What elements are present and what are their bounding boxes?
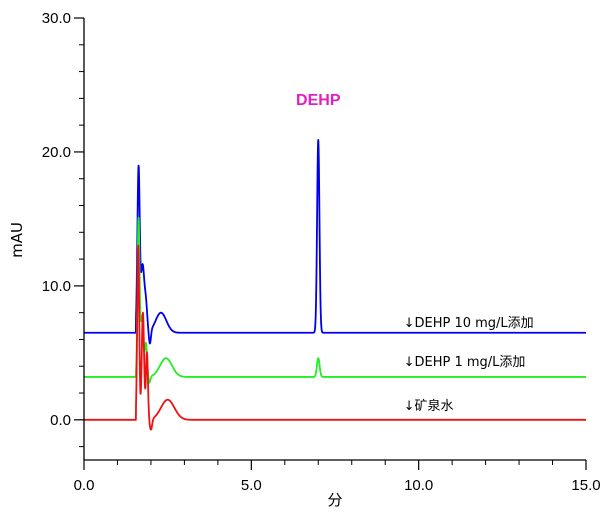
series-layer (83, 138, 587, 431)
y-axis-label: mAU (8, 222, 26, 258)
series-annotation-1: ↓DEHP 10 mg/L添加 (404, 316, 534, 331)
series-line-3 (83, 244, 587, 431)
series-line-2 (83, 216, 587, 384)
y-tick-label: 0.0 (50, 412, 71, 429)
y-tick-label: 30.0 (42, 10, 71, 27)
series-annotation-2: ↓DEHP 1 mg/L添加 (404, 355, 526, 370)
series-annotation-3: ↓矿泉水 (404, 398, 454, 414)
peak-label-dehp: DEHP (296, 92, 341, 109)
labels: mAU 分 DEHP 0.0 10.0 20.0 30.0 0.0 5.0 10.0 15.0… (8, 10, 601, 509)
y-tick-label: 20.0 (42, 144, 71, 161)
x-tick-label: 10.0 (404, 477, 433, 494)
x-tick-label: 0.0 (74, 477, 95, 494)
x-tick-label: 5.0 (241, 477, 262, 494)
series-line-1 (83, 138, 587, 345)
axes (74, 17, 587, 470)
x-tick-label: 15.0 (571, 477, 600, 494)
x-axis-label: 分 (327, 491, 342, 509)
y-tick-label: 10.0 (42, 278, 71, 295)
